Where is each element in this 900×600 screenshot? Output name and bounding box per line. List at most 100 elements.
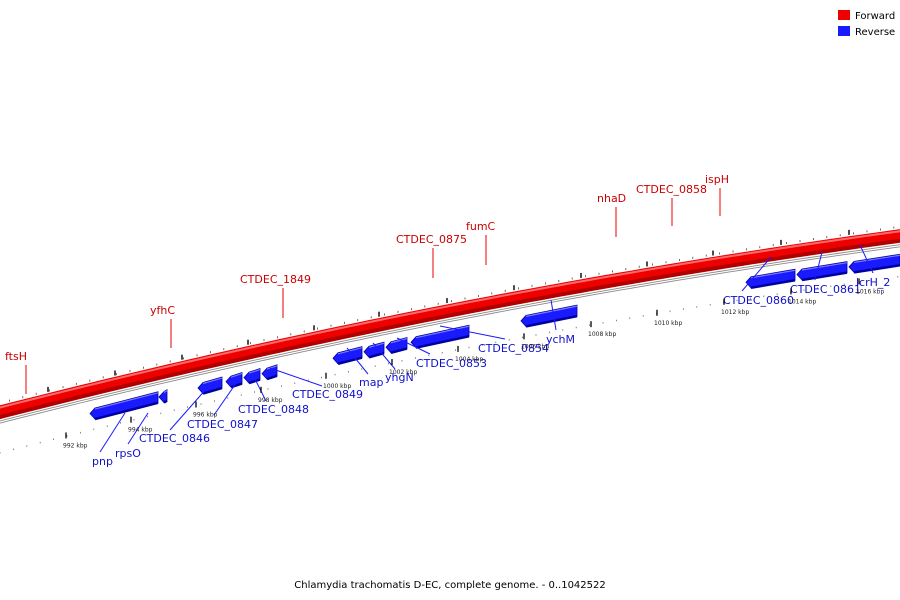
kbp-label: 998 kbp: [258, 397, 283, 404]
gene-highlight: [368, 342, 385, 348]
reverse-gene-label: rpsO: [115, 447, 141, 460]
tick-marks: [0, 226, 899, 454]
forward-gene-label: yfhC: [150, 304, 175, 317]
gene-shadow: [94, 401, 159, 421]
reverse-gene-arrow: [225, 372, 243, 389]
gene-highlight: [163, 390, 168, 394]
gene-shadow: [368, 351, 385, 359]
gene-shadow: [163, 399, 168, 404]
legend-forward-label: Forward: [855, 11, 895, 22]
reverse-label-leader: [372, 342, 396, 370]
gene-highlight: [248, 368, 261, 374]
reverse-gene-arrow: [158, 388, 168, 404]
reverse-gene-arrow: [796, 261, 848, 282]
reverse-gene-label: CTDEC_0854: [478, 342, 549, 355]
gene-highlight: [94, 392, 159, 410]
kbp-label: 1012 kbp: [721, 309, 749, 316]
reverse-label-leader: [127, 412, 149, 445]
kbp-label: 1004 kbp: [455, 356, 483, 363]
reverse-label-leader: [213, 378, 240, 416]
reverse-gene-arrow: [385, 336, 408, 354]
forward-strand-band: [0, 229, 900, 419]
kbp-label: 992 kbp: [63, 442, 88, 449]
kbp-label: 1006 kbp: [521, 343, 549, 350]
reverse-gene-label: CTDEC_0846: [139, 432, 210, 445]
forward-gene-label: ispH: [705, 173, 729, 186]
reverse-label-leader: [346, 347, 369, 375]
forward-gene-label: nhaD: [597, 192, 626, 205]
gene-highlight: [266, 365, 278, 370]
reverse-gene-arrow: [89, 391, 159, 421]
reverse-gene-arrow: [745, 268, 796, 290]
gene-highlight: [801, 262, 848, 271]
gene-highlight: [230, 372, 243, 378]
reverse-label-leader: [99, 412, 126, 453]
reverse-gene-label: ychM: [546, 333, 575, 346]
kbp-label: 1014 kbp: [788, 298, 816, 305]
forward-strand-shadow: [0, 238, 900, 420]
legend-forward-swatch: [838, 10, 850, 20]
legend: Forward Reverse: [838, 10, 895, 38]
reverse-gene-label: lcrH_2: [856, 276, 890, 289]
gene-highlight: [750, 269, 796, 279]
reverse-label-leader: [439, 325, 506, 340]
gene-shadow: [248, 378, 261, 385]
reverse-gene-label: CTDEC_0849: [292, 388, 363, 401]
backbone-white-line: [0, 245, 900, 423]
reverse-genes: [89, 253, 900, 421]
reverse-gene-arrow: [243, 368, 261, 385]
genome-backbone: [0, 229, 900, 424]
gene-highlight: [202, 377, 223, 385]
forward-gene-label: ftsH: [5, 350, 27, 363]
reverse-label-leader: [741, 256, 772, 292]
kbp-label: 994 kbp: [128, 427, 153, 434]
reverse-gene-label: CTDEC_0860: [723, 294, 794, 307]
kbp-label: 1016 kbp: [856, 288, 884, 295]
legend-reverse-swatch: [838, 26, 850, 36]
gene-shadow: [801, 271, 848, 282]
kbp-label: 1010 kbp: [654, 320, 682, 327]
reverse-gene-label: yhgN: [385, 371, 414, 384]
forward-gene-label: CTDEC_0875: [396, 233, 467, 246]
reverse-label-leader: [859, 244, 874, 274]
forward-gene-label: CTDEC_0858: [636, 183, 707, 196]
kbp-label: 996 kbp: [193, 411, 218, 418]
kbp-labels: 992 kbp 994 kbp 996 kbp 998 kbp 1000 kbp 1002…: [63, 278, 884, 449]
legend-reverse-label: Reverse: [855, 27, 895, 38]
gene-highlight: [390, 337, 408, 344]
gene-shadow: [525, 314, 578, 328]
genome-caption: Chlamydia trachomatis D-EC, complete gen…: [294, 580, 606, 591]
reverse-gene-label: pnp: [92, 455, 113, 468]
kbp-label: 1008 kbp: [588, 331, 616, 338]
kbp-label: 1000 kbp: [323, 383, 351, 390]
reverse-gene-arrow: [332, 346, 363, 365]
forward-strand-highlight: [0, 230, 900, 409]
reverse-gene-label: map: [359, 376, 383, 389]
gene-highlight: [337, 347, 363, 355]
gene-shadow: [415, 335, 470, 349]
gene-shadow: [266, 374, 278, 381]
reverse-gene-arrow: [197, 376, 223, 395]
gene-shadow: [337, 356, 363, 365]
reverse-label-leader: [251, 372, 267, 402]
gene-shadow: [230, 382, 243, 389]
reverse-label-leader: [169, 387, 208, 431]
reverse-gene-arrow: [520, 304, 578, 328]
gene-highlight: [415, 325, 470, 339]
gene-shadow: [202, 386, 223, 395]
kbp-label: 1002 kbp: [389, 369, 417, 376]
gene-shadow: [390, 347, 408, 354]
reverse-gene-label: CTDEC_0861: [790, 283, 861, 296]
reverse-gene-label: CTDEC_0848: [238, 403, 309, 416]
gene-highlight: [853, 254, 900, 263]
reverse-label-leader: [814, 251, 823, 281]
reverse-gene-label: CTDEC_0853: [416, 357, 487, 370]
reverse-gene-arrow: [410, 324, 470, 349]
reverse-label-leader: [550, 299, 557, 331]
reverse-gene-arrow: [848, 253, 900, 274]
reverse-gene-arrow: [261, 364, 278, 381]
gene-highlight: [525, 305, 578, 317]
reverse-label-leader: [269, 367, 323, 387]
